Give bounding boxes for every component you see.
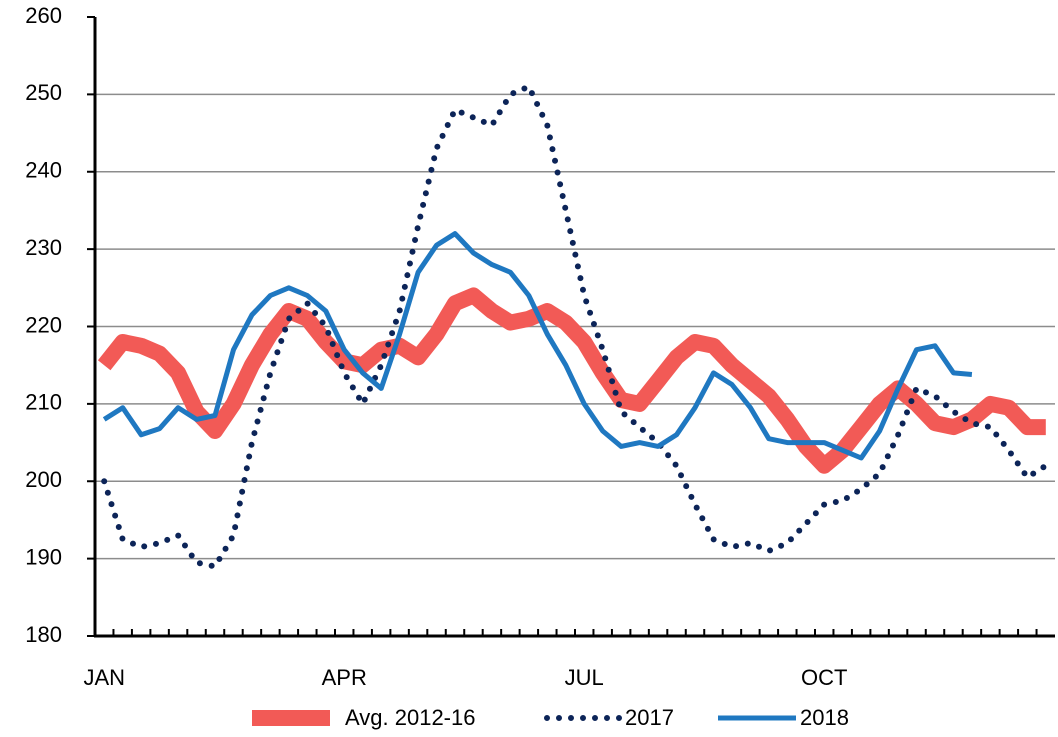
x-tick-label: OCT [801,665,847,690]
x-tick-label: JUL [565,665,604,690]
y-tick-label: 260 [25,3,62,28]
series-line [101,83,1049,570]
y-tick-label: 210 [25,390,62,415]
x-tick-label: APR [322,665,367,690]
y-tick-label: 200 [25,467,62,492]
y-tick-label: 220 [25,312,62,337]
series-line [102,231,973,461]
y-tick-label: 240 [25,158,62,183]
y-tick-label: 250 [25,80,62,105]
y-tick-label: 180 [25,622,62,647]
x-tick-label: JAN [83,665,125,690]
y-tick-label: 230 [25,235,62,260]
y-tick-label: 190 [25,544,62,569]
legend-label: Avg. 2012-16 [345,705,475,730]
series-line [97,287,1046,474]
legend-label: 2017 [625,705,674,730]
legend-label: 2018 [800,705,849,730]
